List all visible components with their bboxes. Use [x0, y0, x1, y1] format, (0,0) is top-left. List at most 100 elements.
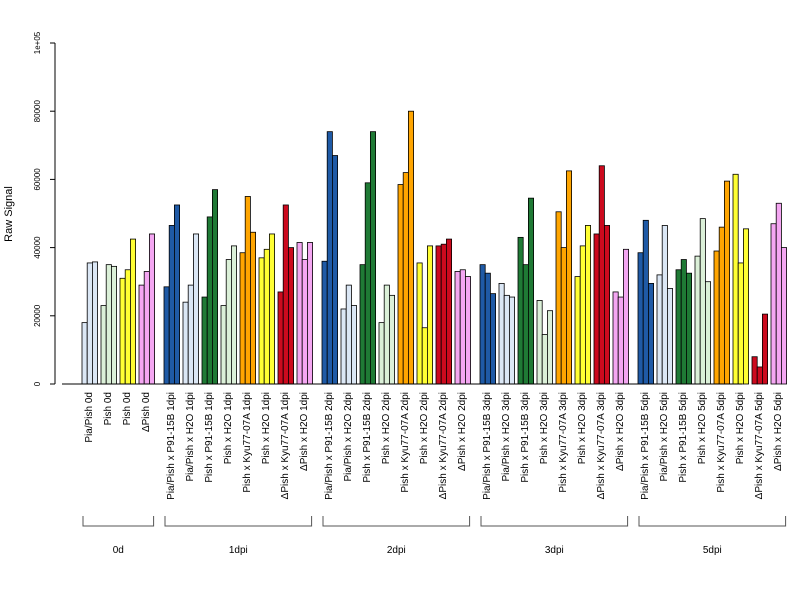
bar: [454, 271, 461, 385]
x-tick-label: Pish x Kyu77-07A 3dpi: [558, 392, 569, 493]
x-tick-label: ΔPish 0d: [141, 392, 152, 432]
bar: [277, 291, 284, 385]
bar: [642, 219, 649, 385]
bar: [225, 259, 232, 385]
bar: [484, 272, 491, 385]
y-tick-label: 1e+05: [33, 31, 42, 54]
bar: [489, 293, 496, 385]
bar: [566, 170, 573, 385]
y-axis-label: Raw Signal: [3, 186, 15, 242]
y-tick-label: 40000: [33, 236, 42, 259]
bar: [426, 245, 433, 385]
bar: [445, 238, 452, 385]
x-tick-label: Pia/Pish 0d: [84, 392, 95, 443]
group-label: 2dpi: [387, 545, 406, 556]
bar: [369, 131, 376, 385]
bar: [574, 276, 581, 385]
group-brackets: 0d 1dpi 2dpi 3dpi 5dpi: [82, 516, 787, 556]
bar: [743, 228, 750, 385]
bar: [105, 264, 112, 385]
bar: [667, 288, 674, 385]
bar: [686, 272, 693, 385]
bar: [138, 284, 145, 385]
x-tick-label: Pish x H2O 5dpi: [735, 392, 746, 464]
x-tick-label: ΔPish x Kyu77-07A 2dpi: [438, 392, 449, 499]
bar: [378, 322, 385, 385]
bar: [321, 260, 328, 385]
x-tick-label: ΔPish x Kyu77-07A 3dpi: [596, 392, 607, 499]
bar: [579, 245, 586, 385]
x-tick-label: ΔPish x H2O 2dpi: [457, 392, 468, 471]
bar: [464, 276, 471, 385]
bar: [350, 305, 357, 385]
bar: [528, 197, 535, 385]
bar: [124, 269, 131, 385]
bar: [560, 247, 567, 385]
x-tick-label: Pia/Pish x P91-15B 5dpi: [640, 392, 651, 500]
bar: [182, 301, 189, 385]
bar: [220, 305, 227, 385]
bar: [331, 155, 338, 385]
bar: [705, 281, 712, 385]
bar: [732, 173, 739, 385]
x-tick-label: ΔPish x H2O 1dpi: [299, 392, 310, 471]
bar: [718, 226, 725, 385]
bar: [675, 269, 682, 385]
bar: [383, 284, 390, 385]
bar: [258, 257, 265, 385]
bar: [163, 286, 170, 385]
bar: [244, 196, 251, 385]
y-tick-label: 80000: [33, 100, 42, 123]
bar: [388, 294, 395, 385]
group-bracket: [322, 516, 471, 527]
bar: [737, 262, 744, 385]
bar: [416, 262, 423, 385]
x-tick-label: Pish 0d: [122, 392, 133, 425]
bar: [770, 223, 777, 385]
bar: [340, 308, 347, 385]
bar: [92, 261, 99, 385]
bar: [479, 264, 486, 385]
bar: [775, 202, 782, 385]
bar: [287, 247, 294, 385]
bar: [522, 264, 529, 385]
x-tick-label: Pia/Pish x P91-15B 1dpi: [166, 392, 177, 500]
bar: [508, 296, 515, 385]
bar: [326, 131, 333, 385]
group-bracket: [164, 516, 313, 527]
x-tick-label: Pia/Pish x H2O 3dpi: [501, 392, 512, 482]
bar: [402, 172, 409, 385]
x-tick-label: ΔPish x H2O 3dpi: [615, 392, 626, 471]
bar: [498, 282, 505, 385]
x-tick-label: Pish x H2O 3dpi: [577, 392, 588, 464]
bar: [604, 225, 611, 385]
bar: [517, 236, 524, 385]
bar: [612, 291, 619, 385]
group-label: 1dpi: [229, 545, 248, 556]
x-tick-label: Pish x H2O 3dpi: [539, 392, 550, 464]
bar: [623, 248, 630, 385]
y-axis: 0 20000 40000 60000 80000 1e+05: [33, 31, 56, 386]
bar: [143, 271, 150, 385]
bar: [585, 225, 592, 385]
bar: [111, 265, 118, 385]
bar: [397, 184, 404, 385]
bar: [598, 165, 605, 385]
group-label: 0d: [113, 545, 124, 556]
bar: [86, 262, 93, 385]
bar: [656, 274, 663, 385]
bar: [593, 233, 600, 385]
bar: [617, 296, 624, 385]
bar: [345, 284, 352, 385]
x-tick-label: Pia/Pish x H2O 1dpi: [185, 392, 196, 482]
bar: [263, 248, 270, 385]
x-tick-label: ΔPish x Kyu77-07A 5dpi: [754, 392, 765, 499]
bar: [282, 204, 289, 385]
bar: [661, 225, 668, 385]
bar: [637, 252, 644, 385]
bar: [249, 231, 256, 385]
bar: [230, 245, 237, 385]
bar: [187, 284, 194, 385]
x-tick-label: Pish x H2O 5dpi: [697, 392, 708, 464]
